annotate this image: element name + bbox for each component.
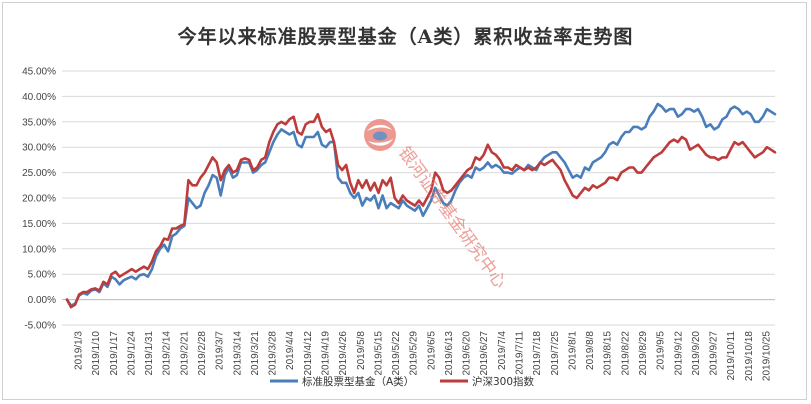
x-axis: 2019/1/3 2019/1/10 2019/1/17 2019/1/24 2019/… bbox=[74, 331, 773, 381]
x-tick-label: 2019/2/14 bbox=[162, 331, 173, 376]
x-tick-label: 2019/3/21 bbox=[250, 331, 261, 376]
x-tick-label: 2019/1/24 bbox=[126, 331, 137, 376]
x-tick-label: 2019/8/1 bbox=[567, 331, 578, 370]
x-tick-label: 2019/8/22 bbox=[620, 331, 631, 376]
y-tick-label: 25.00% bbox=[22, 168, 56, 179]
y-tick-label: 5.00% bbox=[28, 270, 56, 281]
x-tick-label: 2019/6/27 bbox=[479, 331, 490, 376]
y-tick-label: 30.00% bbox=[22, 143, 56, 154]
x-tick-label: 2019/5/8 bbox=[356, 331, 367, 370]
y-tick-label: 20.00% bbox=[22, 194, 56, 205]
x-tick-label: 2019/1/17 bbox=[109, 331, 120, 376]
x-tick-label: 2019/4/12 bbox=[303, 331, 314, 376]
y-tick-label: 10.00% bbox=[22, 244, 56, 255]
x-tick-label: 2019/4/4 bbox=[285, 331, 296, 370]
logo-swoosh-bottom bbox=[368, 139, 393, 146]
y-tick-label: -5.00% bbox=[24, 321, 56, 332]
series-lines bbox=[65, 102, 777, 309]
x-tick-label: 2019/3/28 bbox=[268, 331, 279, 376]
x-tick-label: 2019/5/29 bbox=[409, 331, 420, 376]
y-tick-label: 35.00% bbox=[22, 117, 56, 128]
legend-label: 沪深300指数 bbox=[472, 375, 535, 388]
x-tick-label: 2019/9/12 bbox=[673, 331, 684, 376]
x-tick-label: 2019/7/4 bbox=[497, 331, 508, 370]
x-tick-label: 2019/2/28 bbox=[197, 331, 208, 376]
x-tick-label: 2019/7/11 bbox=[515, 331, 526, 375]
x-tick-label: 2019/7/25 bbox=[550, 331, 561, 376]
x-tick-label: 2019/1/10 bbox=[91, 331, 102, 376]
x-tick-label: 2019/6/20 bbox=[462, 331, 473, 376]
x-tick-label: 2019/6/5 bbox=[426, 331, 437, 370]
y-tick-label: 0.00% bbox=[28, 295, 56, 306]
logo-swoosh-top bbox=[367, 124, 392, 131]
x-tick-label: 2019/7/18 bbox=[532, 331, 543, 376]
y-tick-label: 40.00% bbox=[22, 92, 56, 103]
x-tick-label: 2019/5/15 bbox=[373, 331, 384, 376]
x-tick-label: 2019/1/3 bbox=[74, 331, 85, 370]
x-tick-label: 2019/3/7 bbox=[215, 331, 226, 370]
y-tick-label: 45.00% bbox=[22, 67, 56, 78]
x-tick-label: 2019/10/11 bbox=[726, 331, 737, 381]
y-tick-label: 15.00% bbox=[22, 219, 56, 230]
x-tick-label: 2019/10/25 bbox=[762, 331, 773, 381]
x-tick-label: 2019/9/20 bbox=[691, 331, 702, 376]
chart-title: 今年以来标准股票型基金（A类）累积收益率走势图 bbox=[177, 26, 634, 48]
x-tick-label: 2019/9/27 bbox=[709, 331, 720, 376]
x-tick-label: 2019/8/29 bbox=[638, 331, 649, 376]
legend: 标准股票型基金（A类） 沪深300指数 bbox=[270, 375, 535, 388]
series-line-index bbox=[65, 112, 777, 309]
grid-lines bbox=[62, 70, 775, 326]
x-tick-label: 2019/6/13 bbox=[444, 331, 455, 376]
x-tick-label: 2019/3/14 bbox=[232, 331, 243, 376]
x-tick-label: 2019/4/26 bbox=[338, 331, 349, 376]
x-tick-label: 2019/8/15 bbox=[603, 331, 614, 376]
galaxy-securities-logo bbox=[364, 119, 396, 151]
x-tick-label: 2019/1/31 bbox=[144, 331, 155, 376]
legend-label: 标准股票型基金（A类） bbox=[302, 375, 414, 388]
logo-core bbox=[373, 131, 387, 141]
x-tick-label: 2019/4/19 bbox=[320, 331, 331, 376]
x-tick-label: 2019/10/18 bbox=[744, 331, 755, 381]
x-tick-label: 2019/2/21 bbox=[179, 331, 190, 376]
y-axis: -5.00% 0.00% 5.00% 10.00% 15.00% 20.00% 25.00%… bbox=[22, 67, 56, 332]
x-tick-label: 2019/9/5 bbox=[656, 331, 667, 370]
chart-frame bbox=[2, 2, 807, 400]
x-tick-label: 2019/5/22 bbox=[391, 331, 402, 376]
x-tick-label: 2019/8/8 bbox=[585, 331, 596, 370]
